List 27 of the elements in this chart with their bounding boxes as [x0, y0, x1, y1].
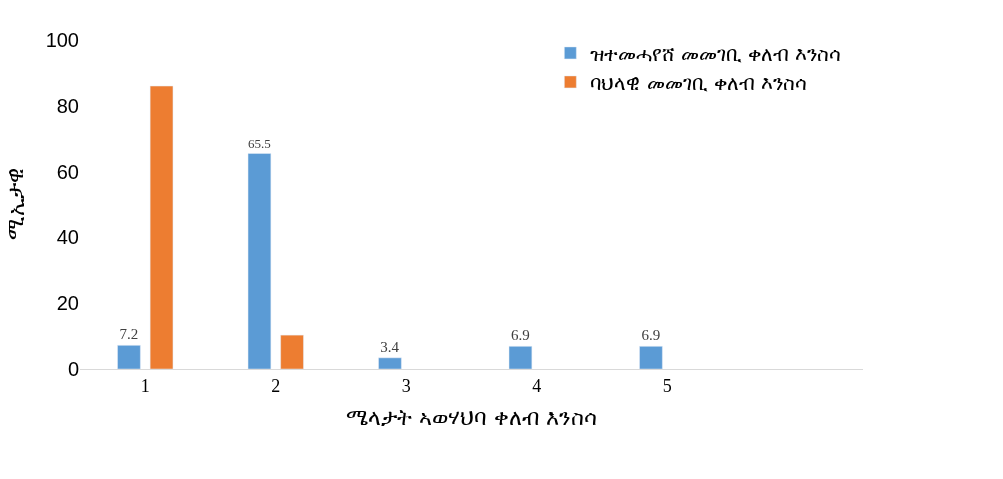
bar: [639, 346, 663, 369]
data-label: 3.4: [380, 338, 400, 355]
bar: [280, 334, 304, 369]
x-tick-label: 2: [271, 375, 281, 396]
x-axis-title: ሜላታት ኣወሃህባ ቀለብ እንስሳ: [346, 405, 597, 431]
x-tick-label: 1: [140, 375, 150, 396]
y-tick-label: 40: [56, 226, 79, 249]
legend-label: ባህላዊ መመገቢ ቀለብ እንስሳ: [590, 70, 808, 95]
data-label: 6.9: [641, 327, 661, 344]
y-tick-label: 0: [67, 358, 79, 380]
x-tick-label: 5: [662, 375, 672, 396]
y-tick-label: 100: [45, 29, 79, 51]
bar: [508, 346, 533, 369]
data-label: 6.9: [511, 327, 530, 344]
data-label: 7.2: [119, 326, 139, 343]
y-tick-label: 60: [56, 160, 79, 183]
y-tick-label: 20: [56, 292, 79, 315]
y-axis-title: ሚኢታዊ: [3, 168, 29, 241]
bar: [117, 345, 141, 369]
y-tick-label: 80: [56, 94, 79, 117]
x-tick-label: 3: [401, 375, 411, 396]
data-label: 65.5: [248, 135, 272, 151]
legend-label: ዝተመሓየሸ መመገቢ ቀለብ እንስሳ: [590, 41, 842, 66]
x-tick-label: 4: [532, 375, 542, 396]
bar: [378, 357, 402, 369]
bar: [149, 85, 174, 369]
bar: [247, 153, 272, 369]
